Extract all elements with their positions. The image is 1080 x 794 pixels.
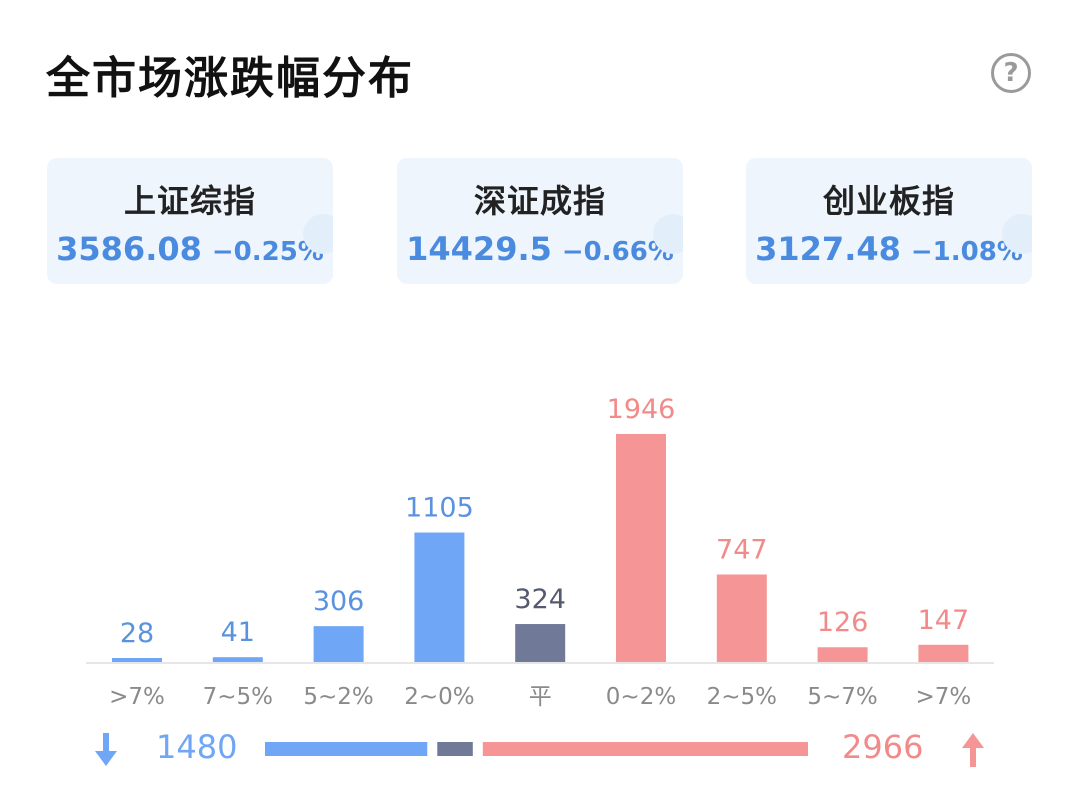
down-count: 1480 <box>156 728 238 766</box>
x-tick-label: 平 <box>529 684 552 710</box>
arrow-down-icon <box>95 733 117 766</box>
page-title: 全市场涨跌幅分布 <box>46 53 414 104</box>
bar-value-label: 747 <box>716 534 768 565</box>
x-tick-label: 5~2% <box>303 684 373 710</box>
card-decoration <box>1002 214 1032 254</box>
up-proportion-bar <box>482 742 808 756</box>
index-name: 深证成指 <box>473 182 606 220</box>
bar-value-label: 126 <box>817 607 869 638</box>
bar-value-label: 1105 <box>405 493 474 524</box>
bar <box>918 644 969 662</box>
x-tick-label: 2~0% <box>404 684 474 710</box>
bar <box>313 626 364 662</box>
x-tick-label: 5~7% <box>807 684 877 710</box>
help-icon[interactable]: ? <box>991 53 1031 93</box>
bar <box>212 657 263 662</box>
flat-proportion-bar <box>437 742 473 756</box>
bar <box>616 434 666 662</box>
index-card-sz[interactable]: 深证成指 14429.5 −0.66% <box>397 158 683 284</box>
bar <box>112 658 162 662</box>
bar-value-label: 1946 <box>607 394 676 425</box>
down-proportion-bar <box>265 742 428 756</box>
bar-value-label: 324 <box>514 584 566 615</box>
index-card-sh[interactable]: 上证综指 3586.08 −0.25% <box>47 158 333 284</box>
x-tick-label: 0~2% <box>606 684 676 710</box>
card-decoration <box>653 214 683 254</box>
index-price: 3586.08 <box>56 230 202 268</box>
x-tick-label: >7% <box>109 684 165 710</box>
x-tick-label: 7~5% <box>203 684 273 710</box>
bar <box>414 532 465 662</box>
up-count: 2966 <box>842 728 924 766</box>
x-tick-label: 2~5% <box>707 684 777 710</box>
index-card-cyb[interactable]: 创业板指 3127.48 −1.08% <box>746 158 1032 284</box>
bar-value-label: 147 <box>918 605 970 636</box>
bar <box>716 574 767 662</box>
index-price: 3127.48 <box>755 230 901 268</box>
x-tick-label: >7% <box>916 684 972 710</box>
index-price: 14429.5 <box>406 230 552 268</box>
bar-value-label: 28 <box>120 618 154 649</box>
arrow-up-icon <box>962 733 984 767</box>
bar <box>817 647 868 662</box>
bar-value-label: 41 <box>221 617 255 648</box>
card-decoration <box>303 214 333 254</box>
index-name: 上证综指 <box>123 182 256 220</box>
index-name: 创业板指 <box>822 182 955 220</box>
bar <box>515 624 566 662</box>
bar-value-label: 306 <box>313 586 365 617</box>
